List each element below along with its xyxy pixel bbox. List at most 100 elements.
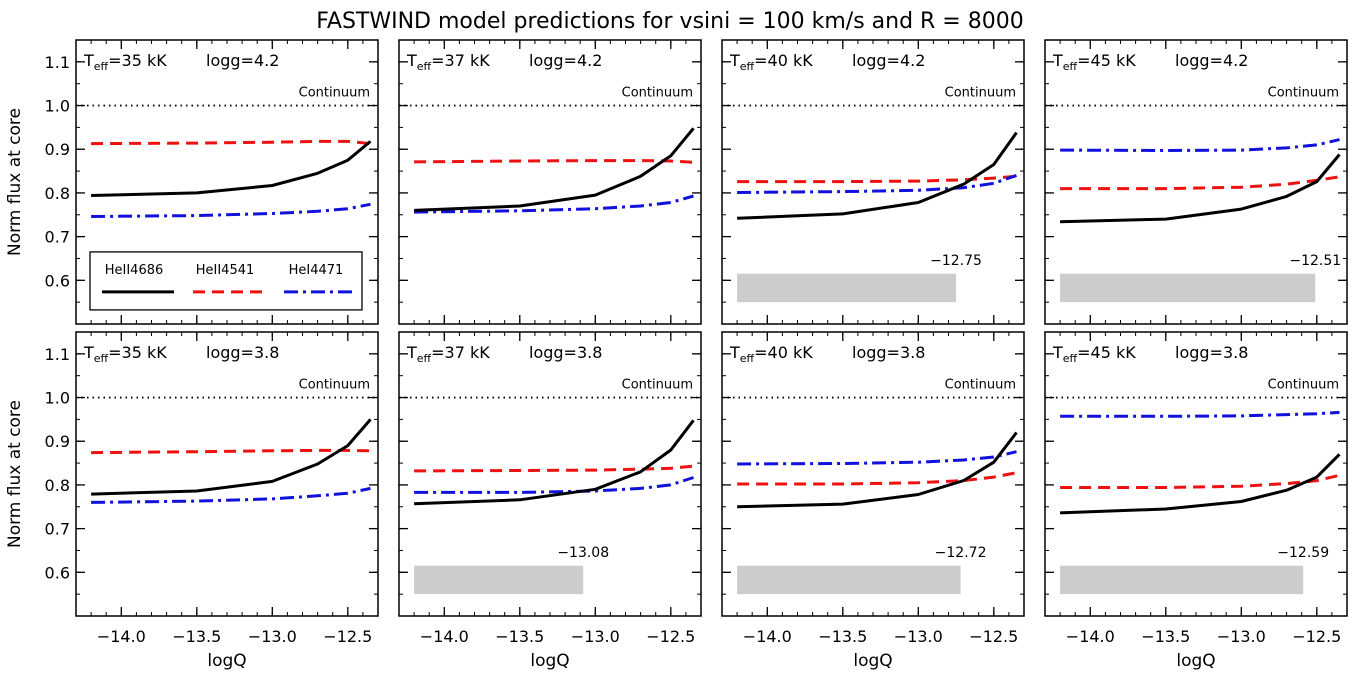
series-heii4541 bbox=[414, 159, 694, 164]
x-tick-label: −13.0 bbox=[248, 627, 297, 646]
legend-label: HeI4471 bbox=[289, 263, 344, 278]
x-axis-label: logQ bbox=[207, 651, 246, 671]
series-heii4686 bbox=[414, 419, 695, 506]
y-tick-label: 0.7 bbox=[45, 228, 70, 247]
series-hei4471 bbox=[1060, 410, 1340, 418]
x-tick-label: −12.5 bbox=[1292, 627, 1341, 646]
y-tick-label: 1.1 bbox=[45, 53, 70, 72]
panel-7: −12.59 Continuum −14.0 −13.5 −13.0 −12.5 Teff=… bbox=[1044, 331, 1348, 671]
y-tick-label: 0.7 bbox=[45, 520, 70, 539]
y-axis-label: Norm flux at core bbox=[5, 400, 25, 548]
x-tick-label: −13.0 bbox=[571, 627, 620, 646]
continuum-label: Continuum bbox=[945, 86, 1016, 101]
shaded-range-label: −13.08 bbox=[557, 545, 609, 561]
series-heii4541 bbox=[1060, 175, 1340, 191]
x-tick-label: −14.0 bbox=[1066, 627, 1115, 646]
x-tick-label: −13.0 bbox=[1217, 627, 1266, 646]
x-tick-label: −13.5 bbox=[495, 627, 544, 646]
panel-label: Teff=35 kK bbox=[83, 51, 167, 73]
teff-value: =37 kK bbox=[431, 343, 490, 362]
continuum-label: Continuum bbox=[945, 378, 1016, 393]
series-hei4471 bbox=[414, 476, 694, 494]
legend-box bbox=[89, 251, 363, 311]
panel-label: Teff=45 kK bbox=[1052, 343, 1136, 365]
legend-label: HeII4541 bbox=[196, 263, 255, 278]
logg-label: logg=4.2 bbox=[206, 51, 279, 70]
panel-5: −13.08 Continuum −14.0 −13.5 −13.0 −12.5 Teff=… bbox=[398, 331, 702, 671]
continuum-label: Continuum bbox=[622, 378, 693, 393]
panel-1: Continuum Teff=37 kK logg=4.2 bbox=[398, 39, 702, 325]
shaded-range-label: −12.72 bbox=[935, 545, 987, 561]
figure-title: FASTWIND model predictions for vsini = 1… bbox=[316, 9, 1023, 34]
logg-label: logg=3.8 bbox=[529, 343, 602, 362]
x-tick-label: −13.0 bbox=[894, 627, 943, 646]
shaded-range-label: −12.51 bbox=[1289, 253, 1341, 269]
series-heii4686 bbox=[737, 131, 1018, 220]
panel-label: Teff=35 kK bbox=[83, 343, 167, 365]
logg-label: logg=3.8 bbox=[206, 343, 279, 362]
panel-3: −12.51 Continuum Teff=45 kK logg=4.2 bbox=[1044, 39, 1348, 325]
series-heii4541 bbox=[91, 139, 371, 146]
series-hei4471 bbox=[737, 450, 1017, 466]
series-heii4686 bbox=[1060, 453, 1341, 515]
plot-frame bbox=[398, 39, 702, 325]
x-tick-label: −12.5 bbox=[646, 627, 695, 646]
logg-label: logg=4.2 bbox=[529, 51, 602, 70]
shaded-range bbox=[737, 565, 961, 595]
x-tick-label: −14.0 bbox=[97, 627, 146, 646]
y-tick-label: 0.9 bbox=[45, 432, 70, 451]
x-tick-label: −13.5 bbox=[818, 627, 867, 646]
continuum-label: Continuum bbox=[299, 378, 370, 393]
teff-value: =45 kK bbox=[1077, 51, 1136, 70]
teff-value: =37 kK bbox=[431, 51, 490, 70]
y-tick-label: 1.1 bbox=[45, 345, 70, 364]
y-tick-label: 1.0 bbox=[45, 389, 70, 408]
x-tick-label: −14.0 bbox=[743, 627, 792, 646]
shaded-range bbox=[1060, 565, 1304, 595]
continuum-label: Continuum bbox=[1268, 378, 1339, 393]
panel-label: Teff=45 kK bbox=[1052, 51, 1136, 73]
panel-label: Teff=40 kK bbox=[729, 51, 813, 73]
y-tick-label: 1.0 bbox=[45, 97, 70, 116]
panel-0: Continuum 0.6 0.7 0.8 0.9 1.0 1.1 Teff=35 kK log… bbox=[5, 39, 379, 325]
teff-value: =35 kK bbox=[108, 51, 167, 70]
continuum-label: Continuum bbox=[299, 86, 370, 101]
teff-value: =35 kK bbox=[108, 343, 167, 362]
shaded-range bbox=[414, 565, 584, 595]
series-hei4471 bbox=[91, 202, 371, 218]
x-axis-label: logQ bbox=[853, 651, 892, 671]
series-hei4471 bbox=[414, 194, 694, 214]
x-axis-label: logQ bbox=[530, 651, 569, 671]
legend-label: HeII4686 bbox=[105, 263, 164, 278]
x-axis-label: logQ bbox=[1176, 651, 1215, 671]
panel-4: Continuum −14.0 −13.5 −13.0 −12.5 0.6 0.7 0.8 0.… bbox=[5, 331, 379, 671]
series-heii4686 bbox=[91, 140, 372, 197]
series-heii4686 bbox=[91, 418, 372, 496]
plot-frame bbox=[75, 331, 379, 617]
y-tick-label: 0.6 bbox=[45, 563, 70, 582]
y-tick-label: 0.8 bbox=[45, 476, 70, 495]
logg-label: logg=3.8 bbox=[1175, 343, 1248, 362]
logg-label: logg=4.2 bbox=[1175, 51, 1248, 70]
y-tick-label: 0.8 bbox=[45, 184, 70, 203]
continuum-label: Continuum bbox=[1268, 86, 1339, 101]
x-tick-label: −13.5 bbox=[1141, 627, 1190, 646]
series-heii4541 bbox=[414, 464, 694, 473]
series-hei4471 bbox=[737, 173, 1017, 194]
panel-label: Teff=40 kK bbox=[729, 343, 813, 365]
shaded-range-label: −12.59 bbox=[1277, 545, 1329, 561]
shaded-range bbox=[737, 273, 957, 303]
x-tick-label: −14.0 bbox=[420, 627, 469, 646]
panel-label: Teff=37 kK bbox=[406, 51, 490, 73]
panel-label: Teff=37 kK bbox=[406, 343, 490, 365]
series-heii4686 bbox=[1060, 153, 1341, 224]
shaded-range-label: −12.75 bbox=[930, 253, 982, 269]
shaded-range bbox=[1060, 273, 1316, 303]
y-axis-label: Norm flux at core bbox=[5, 108, 25, 256]
logg-label: logg=3.8 bbox=[852, 343, 925, 362]
series-heii4686 bbox=[737, 431, 1018, 509]
teff-value: =45 kK bbox=[1077, 343, 1136, 362]
y-tick-label: 0.9 bbox=[45, 140, 70, 159]
y-tick-label: 0.6 bbox=[45, 271, 70, 290]
